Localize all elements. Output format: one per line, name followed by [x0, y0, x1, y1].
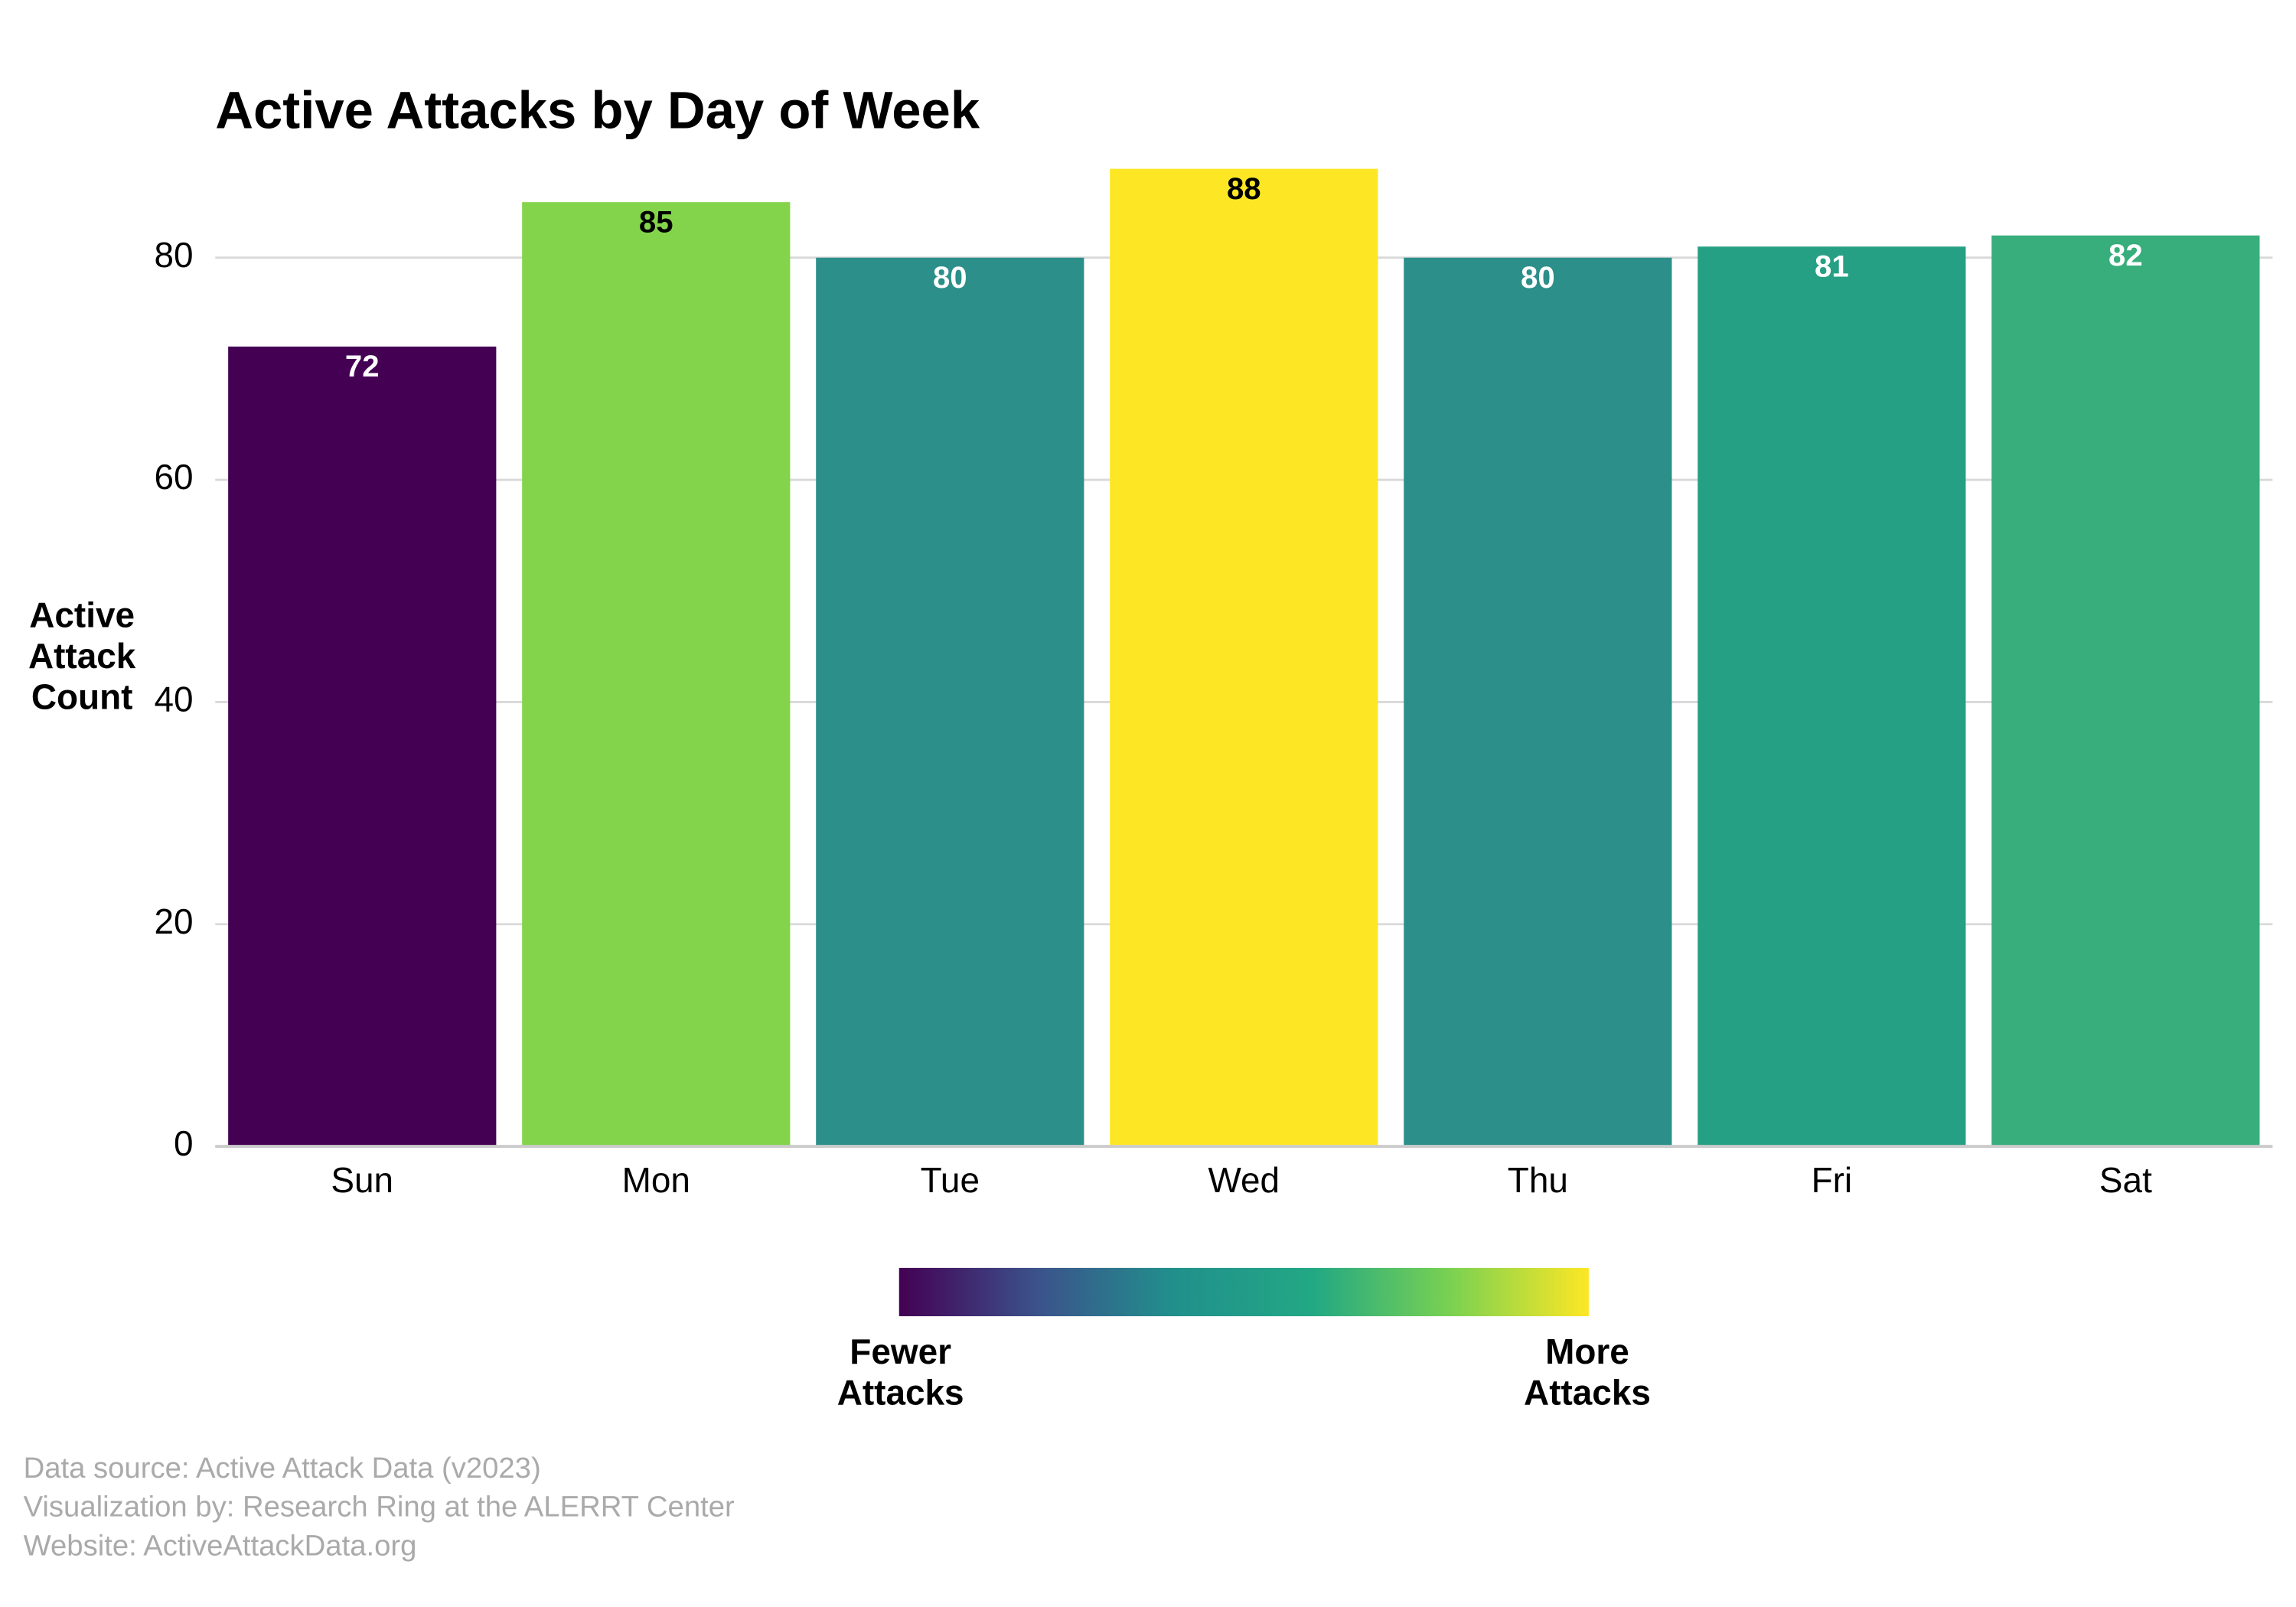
y-tick-label: 0 [174, 1123, 194, 1163]
y-tick-label: 60 [154, 457, 193, 497]
value-label: 85 [639, 204, 673, 239]
x-tick-label: Tue [921, 1160, 980, 1200]
footnote: Data source: Active Attack Data (v2023) [24, 1452, 541, 1485]
y-axis-title: Attack [28, 636, 136, 676]
colorbar-label: More [1545, 1332, 1629, 1371]
value-label: 81 [1815, 249, 1849, 284]
x-tick-label: Thu [1508, 1160, 1568, 1200]
bar [228, 346, 497, 1147]
value-label: 72 [345, 349, 380, 383]
bar [522, 202, 791, 1147]
value-label: 80 [933, 260, 967, 295]
x-tick-label: Fri [1812, 1160, 1853, 1200]
y-tick-label: 20 [154, 901, 193, 941]
colorbar-label: Attacks [837, 1372, 964, 1412]
chart-title: Active Attacks by Day of Week [215, 80, 980, 139]
y-tick-label: 80 [154, 235, 193, 275]
colorbar-label: Fewer [850, 1332, 951, 1371]
y-axis-title: Count [31, 677, 133, 717]
bar [1698, 246, 1966, 1147]
footnote: Website: ActiveAttackData.org [24, 1529, 417, 1562]
bar [1991, 235, 2260, 1147]
colorbar-label: Attacks [1524, 1372, 1651, 1412]
bar [1404, 257, 1672, 1147]
footnote: Visualization by: Research Ring at the A… [24, 1491, 735, 1524]
value-label: 80 [1521, 260, 1555, 295]
x-tick-label: Sun [331, 1160, 393, 1200]
bar [1110, 168, 1378, 1147]
y-axis-title: Active [29, 595, 135, 635]
y-tick-label: 40 [154, 680, 193, 719]
x-tick-label: Sat [2099, 1160, 2152, 1200]
x-tick-label: Mon [622, 1160, 690, 1200]
value-label: 88 [1227, 171, 1261, 206]
x-tick-label: Wed [1208, 1160, 1280, 1200]
value-label: 82 [2108, 238, 2143, 272]
colorbar [899, 1267, 1589, 1317]
bar [816, 257, 1084, 1147]
